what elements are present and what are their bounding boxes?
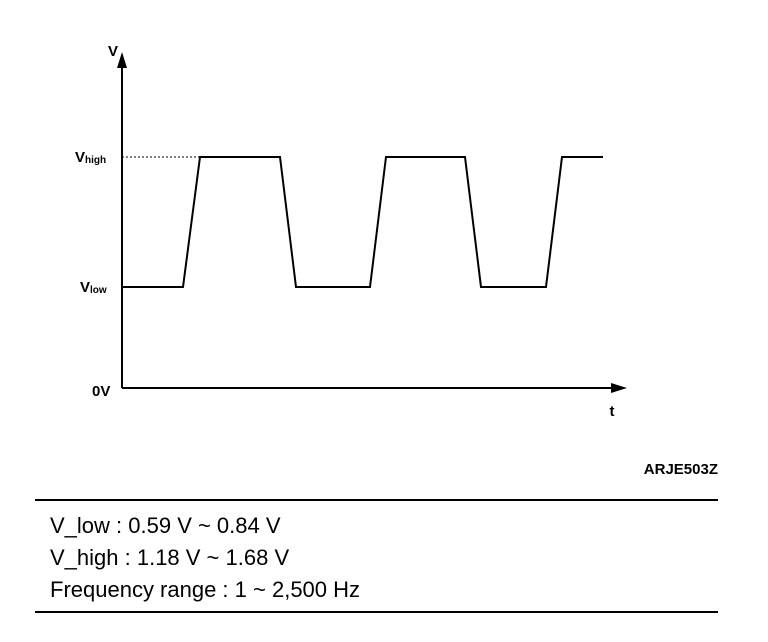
spec-line: Frequency range : 1 ~ 2,500 Hz: [50, 577, 360, 602]
low-level-main: V: [80, 279, 90, 296]
spec-line: V_high : 1.18 V ~ 1.68 V: [50, 545, 289, 570]
y-axis-label: V: [108, 43, 118, 60]
y-axis-arrow: [117, 52, 127, 68]
high-level-sub: high: [85, 155, 106, 166]
x-axis-arrow: [611, 383, 627, 393]
x-axis-label: t: [610, 403, 615, 420]
spec-line: V_low : 0.59 V ~ 0.84 V: [50, 513, 281, 538]
waveform: [122, 156, 603, 288]
high-level-main: V: [75, 149, 85, 166]
low-level-sub: low: [90, 285, 107, 296]
figure-code: ARJE503Z: [644, 461, 718, 478]
high-level-label: Vhigh: [75, 149, 106, 166]
origin-label: 0V: [92, 383, 110, 400]
low-level-label: Vlow: [80, 279, 107, 296]
